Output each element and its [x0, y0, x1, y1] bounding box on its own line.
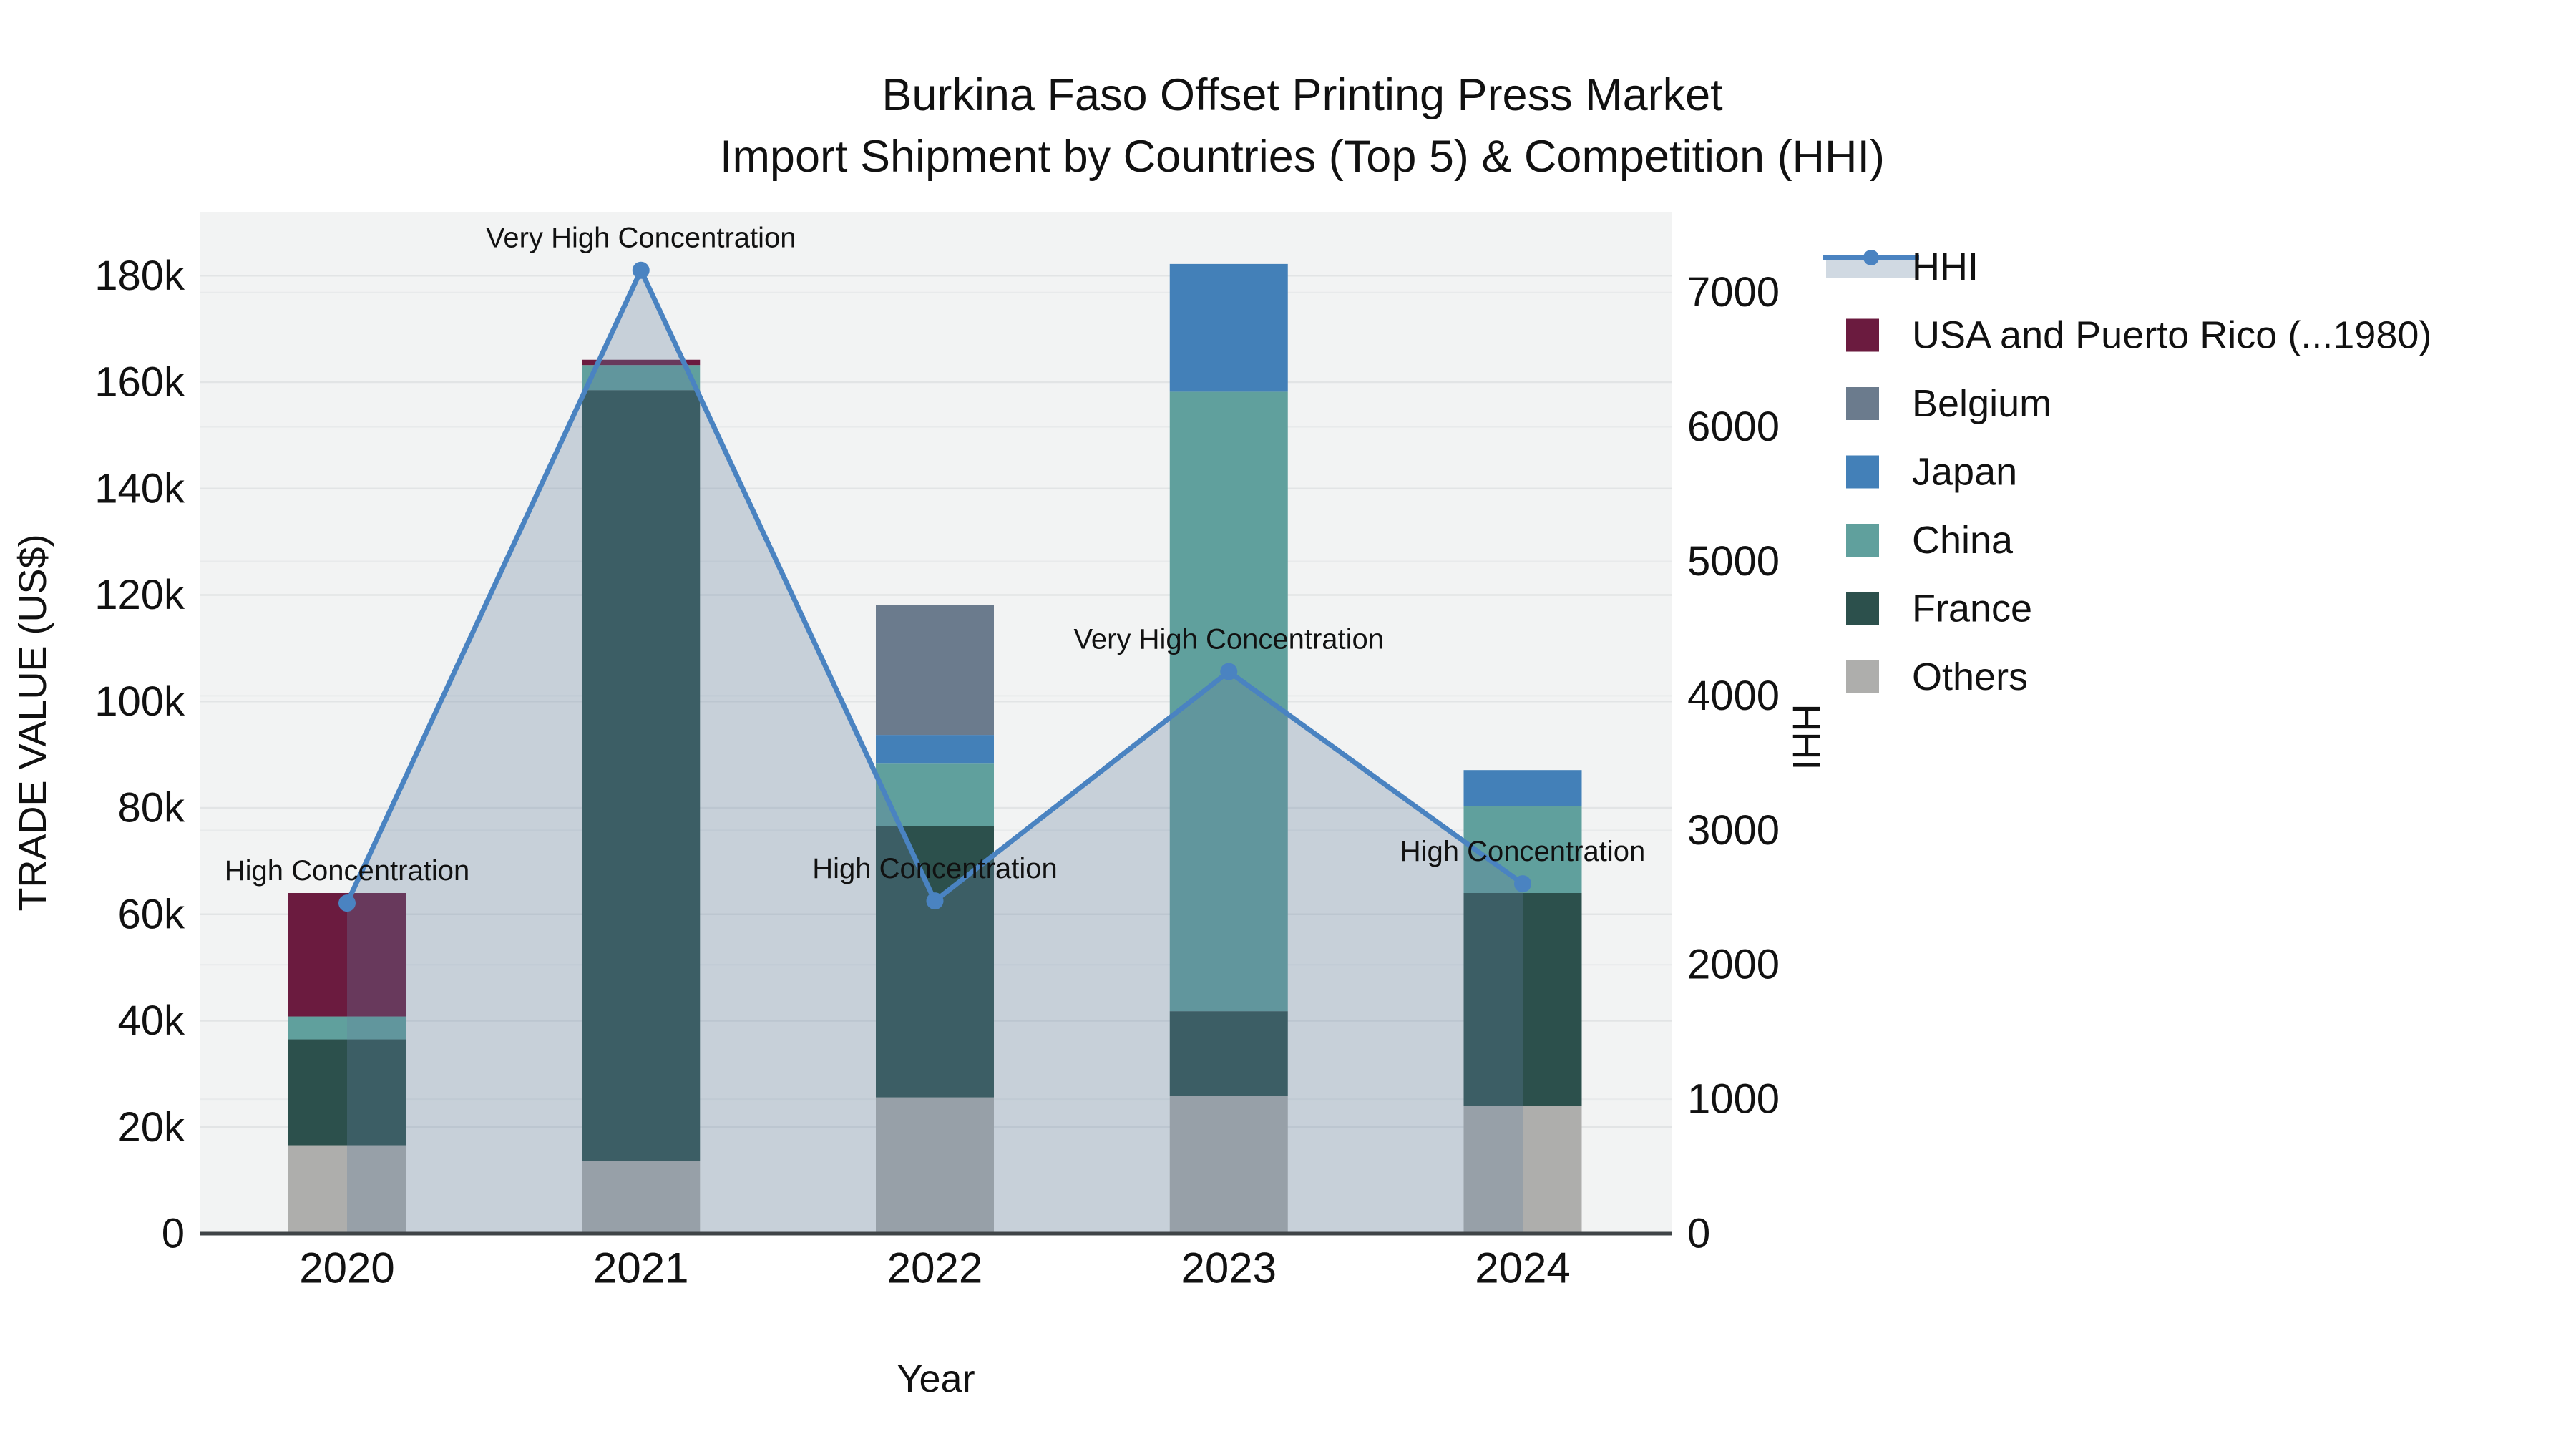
bar-segment [876, 605, 994, 736]
legend-label: USA and Puerto Rico (...1980) [1912, 314, 2431, 357]
y-axis-right-ticks: 0 1000 2000 3000 4000 5000 6000 7000 [1687, 269, 1780, 1257]
legend-label: France [1912, 587, 2032, 630]
y-left-tick-label: 100k [94, 678, 185, 725]
hhi-marker [338, 894, 356, 912]
legend-item: China [1846, 519, 2014, 562]
hhi-marker [1220, 663, 1238, 680]
y-right-tick-label: 2000 [1687, 942, 1780, 988]
bar-segment [288, 1016, 406, 1040]
legend-item: USA and Puerto Rico (...1980) [1846, 314, 2431, 357]
annotation-label: Very High Concentration [486, 223, 796, 254]
x-tick-label: 2023 [1181, 1244, 1277, 1292]
hhi-area [347, 270, 1523, 1234]
y-right-tick-label: 0 [1687, 1211, 1710, 1257]
annotation-label: Very High Concentration [1073, 624, 1384, 655]
legend-label: Others [1912, 655, 2028, 698]
bar-segment [876, 1097, 994, 1234]
legend-color-swatch [1846, 455, 1879, 489]
legend-hhi-marker-swatch [1863, 250, 1879, 265]
bar-segment [1169, 1096, 1288, 1234]
annotation-label: High Concentration [812, 853, 1057, 884]
legend: HHI USA and Puerto Rico (...1980) Belgium J… [1823, 245, 2431, 698]
bar-segment [1169, 1011, 1288, 1096]
bar-segment [1463, 1106, 1582, 1234]
bar-segment [582, 359, 701, 366]
chart-title-line2: Import Shipment by Countries (Top 5) & C… [720, 132, 1885, 182]
x-axis-ticks: 2020 2021 2022 2023 2024 [299, 1244, 1570, 1292]
legend-item: Others [1846, 655, 2028, 698]
annotations: High Concentration Very High Concentratio… [225, 223, 1645, 887]
x-tick-label: 2020 [299, 1244, 394, 1292]
annotation-label: High Concentration [225, 855, 469, 887]
hhi-marker [1514, 875, 1531, 893]
legend-color-swatch [1846, 318, 1879, 352]
legend-item: HHI [1823, 245, 1979, 288]
x-tick-label: 2021 [593, 1244, 688, 1292]
y-left-tick-label: 0 [162, 1211, 185, 1257]
bar-segment [582, 1161, 701, 1234]
y-right-tick-label: 4000 [1687, 673, 1780, 719]
y-left-tick-label: 20k [117, 1104, 185, 1151]
y-left-tick-label: 120k [94, 572, 185, 618]
legend-color-swatch [1846, 387, 1879, 420]
bar-series [288, 263, 1582, 1234]
bar-segment [1463, 770, 1582, 806]
legend-color-swatch [1846, 524, 1879, 557]
y-axis-left-title: TRADE VALUE (US$) [11, 534, 54, 911]
y-right-tick-label: 6000 [1687, 404, 1780, 450]
y-left-tick-label: 60k [117, 891, 185, 937]
chart-title-line1: Burkina Faso Offset Printing Press Marke… [882, 70, 1723, 120]
bar-segment [582, 390, 701, 1161]
bar-segment [1169, 263, 1288, 392]
y-right-tick-label: 3000 [1687, 807, 1780, 854]
annotation-label: High Concentration [1400, 836, 1645, 867]
bar-segment [1463, 893, 1582, 1106]
y-right-tick-label: 7000 [1687, 269, 1780, 316]
y-right-tick-label: 1000 [1687, 1076, 1780, 1123]
x-tick-label: 2022 [887, 1244, 982, 1292]
legend-color-swatch [1846, 592, 1879, 625]
hhi-marker [632, 261, 650, 279]
y-left-tick-label: 160k [94, 359, 185, 406]
hhi-line-series [338, 261, 1531, 912]
bar-segment [288, 1145, 406, 1234]
y-axis-left-ticks: 0 20k 40k 60k 80k 100k 120k 140k 160k 180k [94, 253, 185, 1257]
legend-label: HHI [1912, 245, 1979, 288]
legend-label: Japan [1912, 451, 2017, 494]
legend-label: Belgium [1912, 382, 2051, 425]
hhi-marker [926, 892, 944, 910]
legend-item: France [1846, 587, 2032, 630]
x-axis-title: Year [897, 1357, 975, 1400]
y-left-tick-label: 80k [117, 785, 185, 831]
y-right-tick-label: 5000 [1687, 538, 1780, 585]
legend-label: China [1912, 519, 2014, 562]
y-left-tick-label: 140k [94, 465, 185, 512]
legend-item: Japan [1846, 451, 2017, 494]
bar-segment [288, 893, 406, 1017]
y-left-tick-label: 180k [94, 253, 185, 299]
bar-segment [876, 735, 994, 764]
bar-segment [288, 1039, 406, 1146]
bar-segment [582, 365, 701, 391]
y-axis-right-title: HHI [1785, 704, 1828, 771]
x-tick-label: 2024 [1475, 1244, 1570, 1292]
legend-item: Belgium [1846, 382, 2051, 425]
hhi-area-fill [347, 270, 1523, 1234]
y-left-tick-label: 40k [117, 997, 185, 1044]
legend-color-swatch [1846, 660, 1879, 693]
